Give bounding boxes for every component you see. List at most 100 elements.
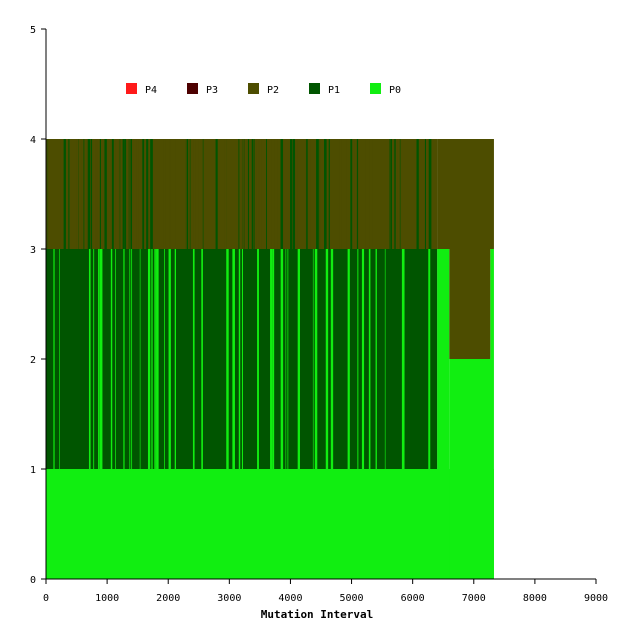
y-tick-label: 2: [30, 355, 36, 366]
stripe-p2: [124, 139, 127, 249]
stripe-p1: [339, 139, 342, 249]
stripe-p1: [397, 139, 400, 249]
stripe-p1: [195, 139, 199, 249]
stripe-p1: [78, 139, 82, 249]
stripe-p2: [424, 139, 427, 249]
stripe-p1: [98, 249, 100, 469]
stripe-p1: [46, 139, 48, 249]
stripe-p1: [356, 139, 358, 249]
stripe-p1: [312, 249, 314, 469]
plot-area: [46, 139, 494, 579]
stripe-p1: [88, 249, 91, 469]
stripe-p2: [390, 139, 393, 249]
stripe-p2: [324, 139, 327, 249]
stripe-p1: [238, 249, 241, 469]
stripe-p1: [391, 139, 395, 249]
stripe-p1: [384, 249, 386, 469]
stripe-p1: [369, 139, 373, 249]
stripe-p2: [215, 139, 218, 249]
stripe-p1: [151, 249, 153, 469]
legend-swatch-p4: [126, 83, 137, 94]
stripes: [46, 139, 432, 469]
stripe-p2: [150, 139, 153, 249]
stripe-p2: [416, 139, 419, 249]
stripe-p1: [249, 139, 250, 249]
stripe-p2: [87, 139, 91, 249]
series-p2-band-2: [449, 249, 491, 359]
stripe-p1: [93, 249, 95, 469]
axes: 0 1 2 3 4 5 0 1000 2000 3000 4000 5000 6000 7000 8000…: [30, 25, 608, 604]
stripe-p1: [428, 249, 431, 469]
stripe-p1: [123, 249, 125, 469]
stripe-p1: [201, 249, 203, 469]
stripe-p2: [394, 139, 396, 249]
x-tick-label: 1000: [95, 593, 119, 604]
stripe-p1: [118, 139, 120, 249]
x-tick-label: 6000: [401, 593, 425, 604]
series-p0-band-1: [437, 249, 450, 469]
stripe-p1: [175, 139, 178, 249]
stripe-p2: [290, 139, 293, 249]
stripe-p1: [129, 249, 131, 469]
stripe-p2: [189, 139, 191, 249]
y-tick-label: 0: [30, 575, 36, 586]
x-tick-label: 3000: [217, 593, 241, 604]
series-p0-band-3: [490, 249, 494, 359]
stripe-p2: [251, 139, 254, 249]
x-tick-label: 7000: [462, 593, 486, 604]
y-tick-label: 4: [30, 135, 36, 146]
stripe-p1: [131, 249, 133, 469]
stripe-p2: [253, 139, 255, 249]
stripe-p1: [53, 249, 55, 469]
x-tick-label: 5000: [340, 593, 364, 604]
stripe-p1: [347, 249, 350, 469]
stripe-p1: [354, 139, 357, 249]
stripe-p1: [136, 139, 139, 249]
series-p1-band-0: [46, 249, 438, 469]
stripe-p1: [280, 249, 284, 469]
stripe-p1: [241, 249, 243, 469]
stripe-p1: [243, 139, 245, 249]
stripe-p1: [99, 249, 103, 469]
stripe-p1: [303, 139, 306, 249]
y-tick-label: 1: [30, 465, 36, 476]
stripe-p2: [63, 139, 66, 249]
stripe-p2: [119, 139, 121, 249]
y-tick-label: 3: [30, 245, 36, 256]
stripe-p2: [130, 139, 133, 249]
stripe-p1: [226, 249, 229, 469]
stripe-p1: [361, 249, 365, 469]
stripe-p1: [295, 139, 298, 249]
stripe-p2: [104, 139, 107, 249]
series-p0-band-2: [449, 359, 494, 579]
stripe-p1: [307, 139, 311, 249]
series-p2-band-1: [437, 139, 494, 249]
stripe-p1: [239, 139, 242, 249]
stripe-p1: [274, 139, 278, 249]
stripe-p1: [59, 249, 60, 469]
legend: P4 P3 P2 P1 P0: [126, 83, 401, 96]
legend-swatch-p3: [187, 83, 198, 94]
legend-swatch-p0: [370, 83, 381, 94]
stripe-p2: [111, 139, 114, 249]
legend-label-p3: P3: [206, 85, 218, 96]
stripe-p1: [326, 139, 329, 249]
stripe-p2: [389, 139, 391, 249]
stripe-p1: [421, 139, 424, 249]
stripe-p2: [428, 139, 432, 249]
stripe-p1: [154, 249, 156, 469]
stripe-p1: [156, 249, 159, 469]
legend-swatch-p1: [309, 83, 320, 94]
stripe-p1: [345, 139, 347, 249]
stripe-p2: [146, 139, 149, 249]
stripe-p2: [122, 139, 125, 249]
stripe-p1: [257, 249, 259, 469]
stripe-p1: [206, 139, 210, 249]
stripe-p2: [316, 139, 319, 249]
stripe-p1: [65, 139, 69, 249]
stripe-p1: [174, 249, 176, 469]
stripe-p1: [192, 249, 195, 469]
stripe-p1: [375, 249, 377, 469]
stripe-p1: [115, 139, 118, 249]
stripe-p1: [357, 249, 359, 469]
